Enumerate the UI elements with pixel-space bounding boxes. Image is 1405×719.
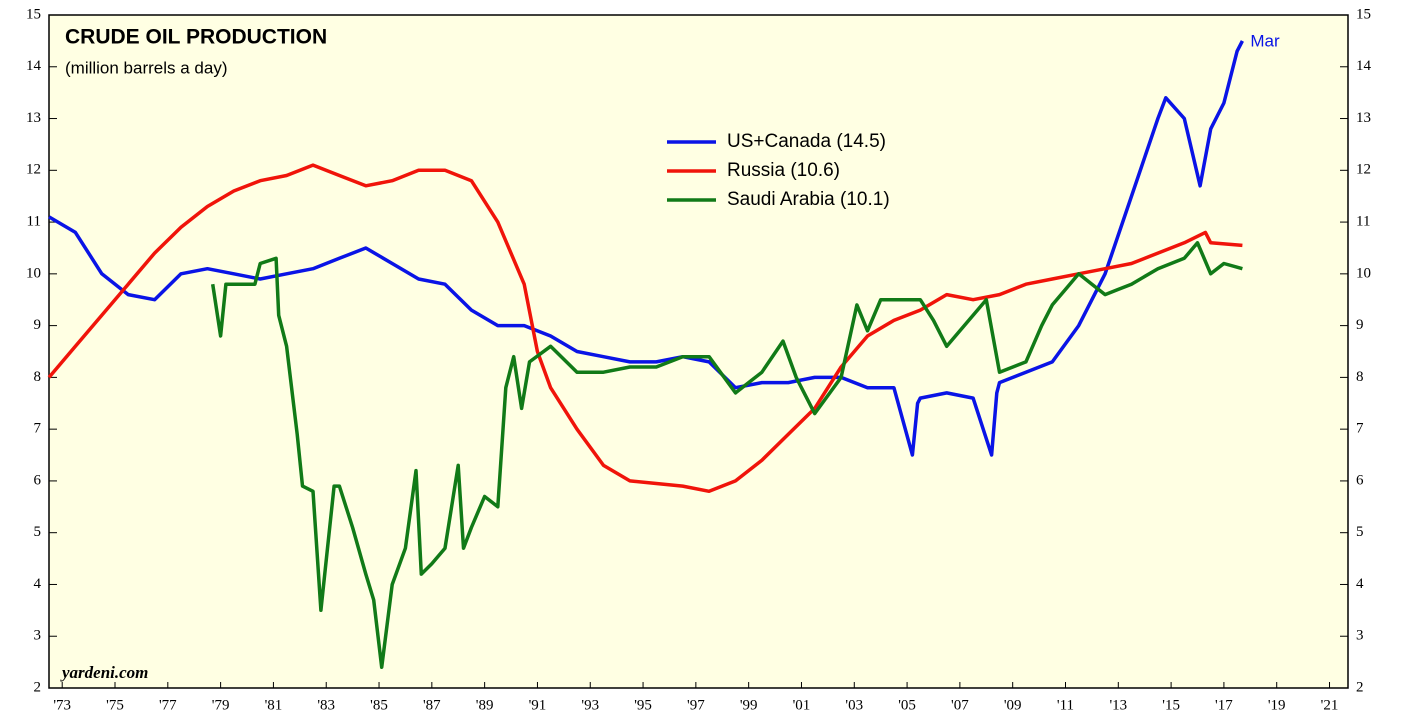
y-tick-label: 13 xyxy=(26,110,41,126)
x-tick-label: '93 xyxy=(581,697,599,713)
x-tick-label: '09 xyxy=(1004,697,1022,713)
chart-title: CRUDE OIL PRODUCTION xyxy=(65,26,327,49)
y-tick-label: 10 xyxy=(26,265,41,281)
y2-tick-label: 12 xyxy=(1356,162,1371,178)
x-tick-label: '99 xyxy=(740,697,758,713)
chart-subtitle: (million barrels a day) xyxy=(65,58,228,77)
y2-tick-label: 4 xyxy=(1356,576,1364,592)
series-line xyxy=(210,241,1243,670)
x-tick-label: '73 xyxy=(53,697,71,713)
x-tick-label: '17 xyxy=(1215,697,1233,713)
legend-label: Russia (10.6) xyxy=(727,160,840,181)
y-tick-label: 6 xyxy=(34,472,42,488)
y2-tick-label: 10 xyxy=(1356,265,1371,281)
x-tick-label: '89 xyxy=(476,697,494,713)
y2-tick-label: 2 xyxy=(1356,679,1364,695)
x-tick-label: '83 xyxy=(317,697,335,713)
source: yardeni.com xyxy=(60,663,148,682)
x-tick-label: '75 xyxy=(106,697,124,713)
x-tick-label: '91 xyxy=(529,697,547,713)
x-tick-label: '79 xyxy=(212,697,230,713)
y2-tick-label: 14 xyxy=(1356,58,1372,74)
y2-tick-label: 11 xyxy=(1356,214,1370,230)
y2-tick-label: 6 xyxy=(1356,472,1364,488)
x-tick-label: '87 xyxy=(423,697,441,713)
x-tick-label: '15 xyxy=(1162,697,1180,713)
x-tick-label: '03 xyxy=(845,697,863,713)
x-tick-label: '77 xyxy=(159,697,177,713)
y2-tick-label: 9 xyxy=(1356,317,1364,333)
x-tick-label: '11 xyxy=(1057,697,1074,713)
series-line xyxy=(48,40,1244,457)
y2-tick-label: 15 xyxy=(1356,6,1371,22)
y-tick-label: 5 xyxy=(34,524,42,540)
y-tick-label: 14 xyxy=(26,58,42,74)
y2-tick-label: 8 xyxy=(1356,369,1364,385)
x-tick-label: '01 xyxy=(793,697,811,713)
legend-label: US+Canada (14.5) xyxy=(727,131,886,152)
y-tick-label: 2 xyxy=(34,679,42,695)
y-tick-label: 11 xyxy=(27,214,41,230)
x-tick-label: '81 xyxy=(265,697,283,713)
x-tick-label: '19 xyxy=(1268,697,1286,713)
series-line xyxy=(47,163,1243,494)
x-tick-label: '05 xyxy=(898,697,916,713)
annotation: Mar xyxy=(1250,31,1280,50)
x-tick-label: '95 xyxy=(634,697,652,713)
x-tick-label: '21 xyxy=(1321,697,1339,713)
plot-area xyxy=(48,14,1349,689)
y2-tick-label: 5 xyxy=(1356,524,1364,540)
x-tick-label: '97 xyxy=(687,697,705,713)
y2-tick-label: 3 xyxy=(1356,628,1364,644)
legend-label: Saudi Arabia (10.1) xyxy=(727,189,890,210)
y2-tick-label: 7 xyxy=(1356,421,1364,437)
y-tick-label: 4 xyxy=(34,576,42,592)
x-tick-label: '07 xyxy=(951,697,969,713)
y-tick-label: 7 xyxy=(34,421,42,437)
x-tick-label: '85 xyxy=(370,697,388,713)
y-tick-label: 8 xyxy=(34,369,42,385)
y-tick-label: 9 xyxy=(34,317,42,333)
y2-tick-label: 13 xyxy=(1356,110,1371,126)
x-tick-label: '13 xyxy=(1109,697,1127,713)
y-tick-label: 15 xyxy=(26,6,41,22)
y-tick-label: 3 xyxy=(34,628,42,644)
y-tick-label: 12 xyxy=(26,162,41,178)
